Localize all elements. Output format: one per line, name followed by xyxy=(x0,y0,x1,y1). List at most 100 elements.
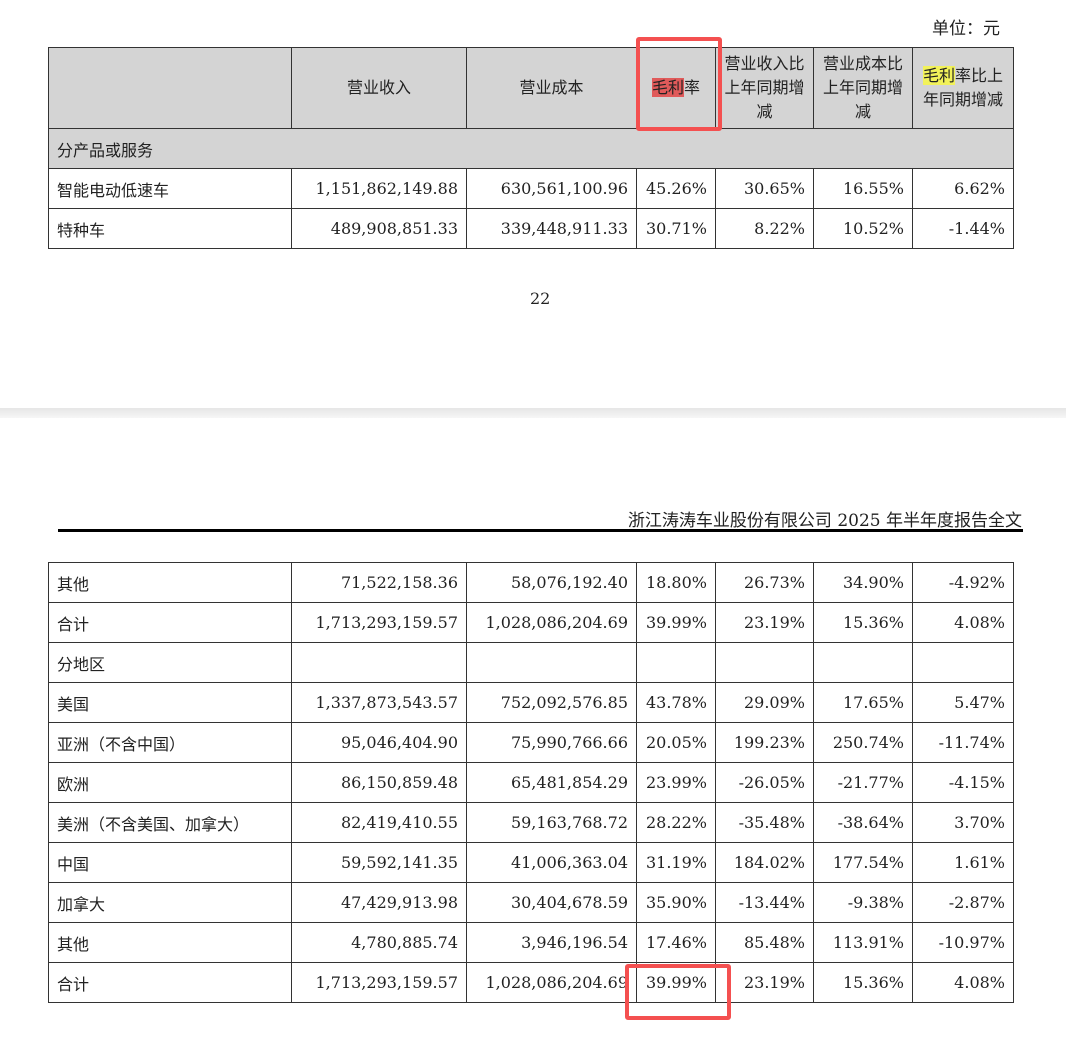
cell-value xyxy=(291,642,467,683)
cell-value: 30,404,678.59 xyxy=(466,882,637,923)
cell-value: -2.87% xyxy=(912,882,1014,923)
table-row: 美国 1,337,873,543.57 752,092,576.85 43.78% 29… xyxy=(48,682,1014,723)
cell-value: 250.74% xyxy=(813,722,913,763)
revenue-table-part2: 其他 71,522,158.36 58,076,192.40 18.80% 26.73%… xyxy=(48,562,1014,1003)
table-row: 美洲（不含美国、加拿大） 82,419,410.55 59,163,768.72 28… xyxy=(48,802,1014,843)
row-label: 智能电动低速车 xyxy=(48,168,292,209)
cell-value: 23.99% xyxy=(636,762,716,803)
page-number: 22 xyxy=(530,289,551,308)
cell-value: 113.91% xyxy=(813,922,913,963)
group-label: 分产品或服务 xyxy=(48,128,1014,169)
cell-value: 86,150,859.48 xyxy=(291,762,467,803)
cell-value: 29.09% xyxy=(715,682,814,723)
running-header: 浙江涛涛车业股份有限公司 2025 年半年度报告全文 xyxy=(627,511,1022,531)
cell-value: 1,028,086,204.69 xyxy=(466,602,637,643)
cell-value: 45.26% xyxy=(636,168,716,209)
table-header-row: 营业收入 营业成本 毛利率 营业收入比上年同期增减 营业成本比上年同期增减 毛利… xyxy=(48,47,1014,129)
cell-value: -4.92% xyxy=(912,562,1014,603)
cell-value: -38.64% xyxy=(813,802,913,843)
cell-value xyxy=(715,642,814,683)
cell-value: 39.99% xyxy=(636,602,716,643)
annotation-box-header xyxy=(636,37,722,131)
group-row: 分产品或服务 xyxy=(48,128,1014,169)
cell-value: 41,006,363.04 xyxy=(466,842,637,883)
cell-value: -4.15% xyxy=(912,762,1014,803)
cell-value: 3.70% xyxy=(912,802,1014,843)
cell-value: 630,561,100.96 xyxy=(466,168,637,209)
table-row: 欧洲 86,150,859.48 65,481,854.29 23.99% -26.05… xyxy=(48,762,1014,803)
cell-value: 1.61% xyxy=(912,842,1014,883)
cell-value: 85.48% xyxy=(715,922,814,963)
cell-value: 1,337,873,543.57 xyxy=(291,682,467,723)
cell-value: 71,522,158.36 xyxy=(291,562,467,603)
cell-value: 39.99% xyxy=(636,962,716,1003)
row-label: 美洲（不含美国、加拿大） xyxy=(48,802,292,843)
cell-value: 58,076,192.40 xyxy=(466,562,637,603)
cell-value: 28.22% xyxy=(636,802,716,843)
table-row: 中国 59,592,141.35 41,006,363.04 31.19% 184.02… xyxy=(48,842,1014,883)
row-label: 美国 xyxy=(48,682,292,723)
cell-value: 75,990,766.66 xyxy=(466,722,637,763)
header-gross-margin: 毛利率 xyxy=(636,47,716,129)
table-row: 合计 1,713,293,159.57 1,028,086,204.69 39.99%… xyxy=(48,962,1014,1003)
cell-value: 30.71% xyxy=(636,208,716,249)
cell-value: 4.08% xyxy=(912,602,1014,643)
row-label: 其他 xyxy=(48,562,292,603)
cell-value: -13.44% xyxy=(715,882,814,923)
cell-value: 23.19% xyxy=(715,962,814,1003)
header-revenue-change: 营业收入比上年同期增减 xyxy=(715,47,814,129)
cell-value: 1,028,086,204.69 xyxy=(466,962,637,1003)
row-label: 特种车 xyxy=(48,208,292,249)
header-cost-change: 营业成本比上年同期增减 xyxy=(813,47,913,129)
cell-value: 184.02% xyxy=(715,842,814,883)
cell-value xyxy=(813,642,913,683)
cell-value: 20.05% xyxy=(636,722,716,763)
row-label: 欧洲 xyxy=(48,762,292,803)
table-row: 加拿大 47,429,913.98 30,404,678.59 35.90% -13.4… xyxy=(48,882,1014,923)
cell-value: 26.73% xyxy=(715,562,814,603)
page-break xyxy=(0,408,1066,418)
cell-value: 35.90% xyxy=(636,882,716,923)
cell-value: 16.55% xyxy=(813,168,913,209)
cell-value: 5.47% xyxy=(912,682,1014,723)
header-rule xyxy=(58,529,1023,532)
header-cost: 营业成本 xyxy=(466,47,637,129)
cell-value: -1.44% xyxy=(912,208,1014,249)
row-label: 加拿大 xyxy=(48,882,292,923)
table-row: 分地区 xyxy=(48,642,1014,683)
cell-value: 6.62% xyxy=(912,168,1014,209)
annotation-box-total xyxy=(625,964,731,1020)
cell-value: 15.36% xyxy=(813,962,913,1003)
cell-value: 30.65% xyxy=(715,168,814,209)
cell-value: 339,448,911.33 xyxy=(466,208,637,249)
table-row: 其他 4,780,885.74 3,946,196.54 17.46% 85.48% 11… xyxy=(48,922,1014,963)
cell-value: -10.97% xyxy=(912,922,1014,963)
header-revenue: 营业收入 xyxy=(291,47,467,129)
cell-value: -35.48% xyxy=(715,802,814,843)
cell-value: 17.46% xyxy=(636,922,716,963)
cell-value: -11.74% xyxy=(912,722,1014,763)
cell-value: 65,481,854.29 xyxy=(466,762,637,803)
cell-value: 31.19% xyxy=(636,842,716,883)
highlight-red: 毛利 xyxy=(651,78,684,97)
cell-value: 17.65% xyxy=(813,682,913,723)
cell-value: 752,092,576.85 xyxy=(466,682,637,723)
cell-value: 3,946,196.54 xyxy=(466,922,637,963)
row-label: 中国 xyxy=(48,842,292,883)
table-row: 亚洲（不含中国） 95,046,404.90 75,990,766.66 20.05%… xyxy=(48,722,1014,763)
cell-value: 59,163,768.72 xyxy=(466,802,637,843)
header-margin-change: 毛利率比上年同期增减 xyxy=(912,47,1014,129)
cell-value xyxy=(466,642,637,683)
revenue-table-part1: 营业收入 营业成本 毛利率 营业收入比上年同期增减 营业成本比上年同期增减 毛利… xyxy=(48,47,1014,249)
table-row: 特种车 489,908,851.33 339,448,911.33 30.71% 8.2… xyxy=(48,208,1014,249)
cell-value: 199.23% xyxy=(715,722,814,763)
table-row: 其他 71,522,158.36 58,076,192.40 18.80% 26.73%… xyxy=(48,562,1014,603)
cell-value: -9.38% xyxy=(813,882,913,923)
cell-value: 1,713,293,159.57 xyxy=(291,962,467,1003)
cell-value: 8.22% xyxy=(715,208,814,249)
table-row: 合计 1,713,293,159.57 1,028,086,204.69 39.99%… xyxy=(48,602,1014,643)
cell-value: 95,046,404.90 xyxy=(291,722,467,763)
highlight-yellow: 毛利 xyxy=(922,66,955,85)
row-label: 合计 xyxy=(48,602,292,643)
header-blank xyxy=(48,47,292,129)
